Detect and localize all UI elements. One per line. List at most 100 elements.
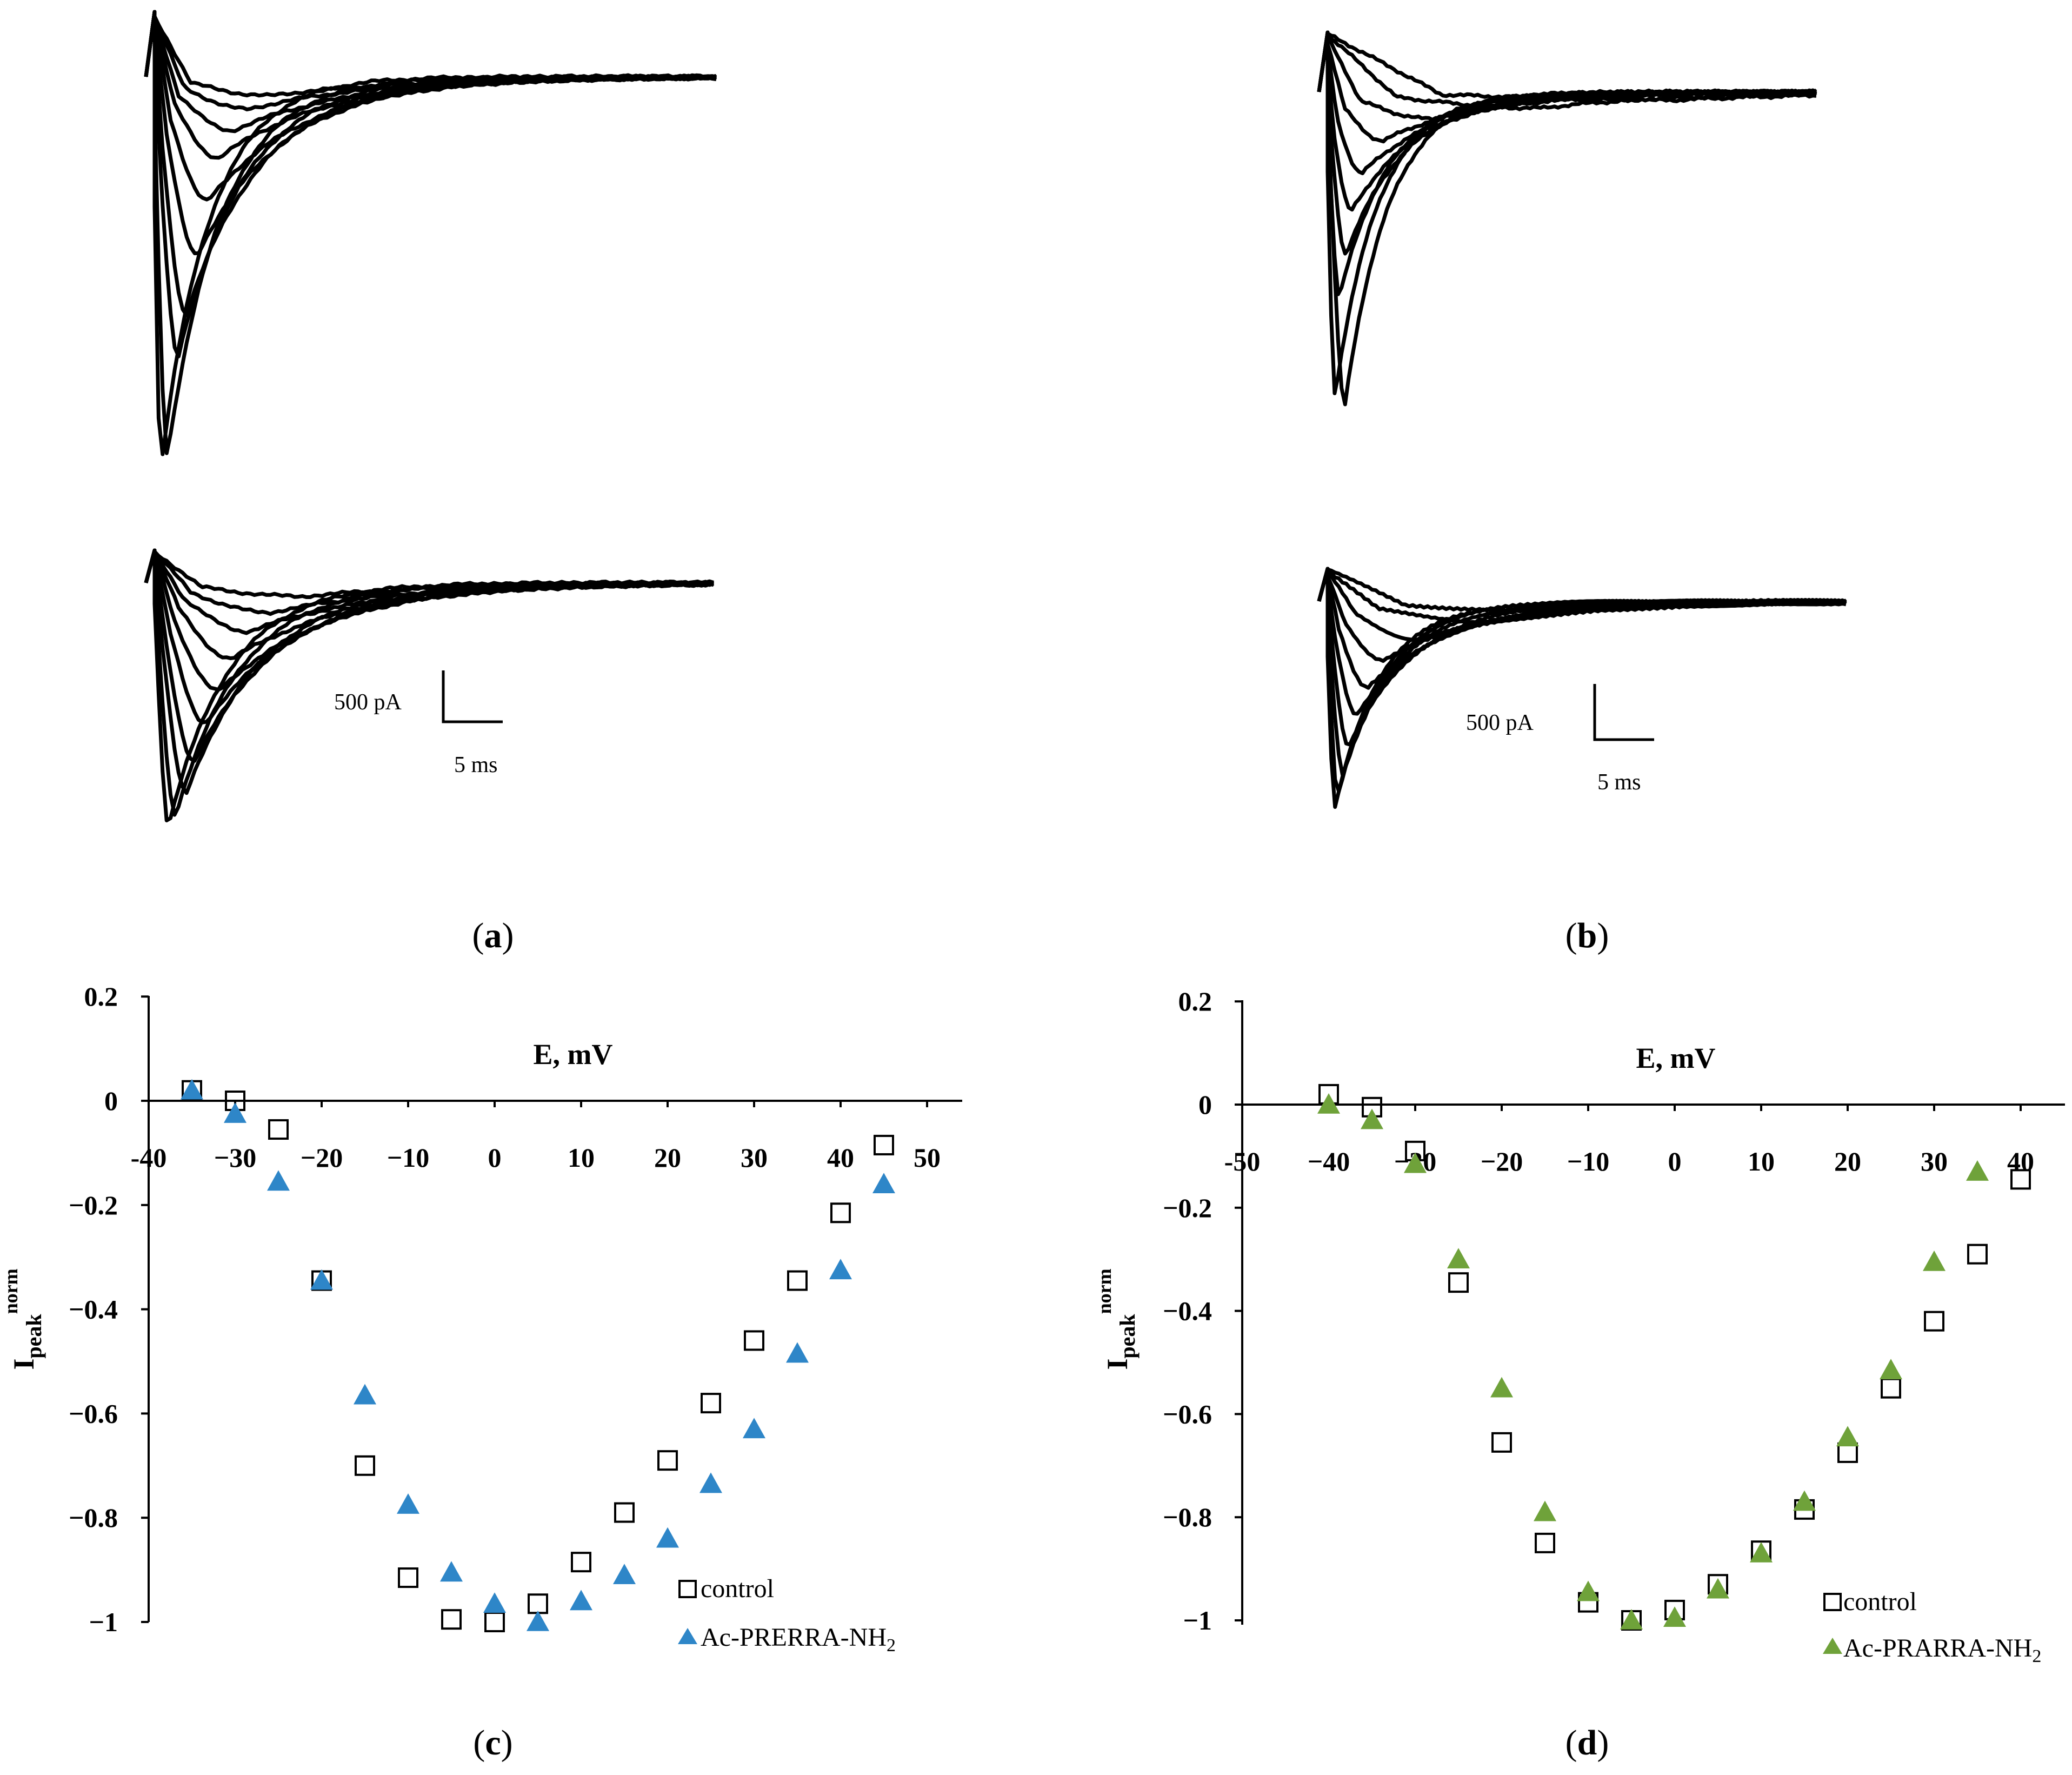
point-control — [874, 1134, 894, 1155]
point-peptide — [1966, 1160, 1989, 1181]
point-control — [744, 1330, 764, 1351]
point-peptide — [181, 1079, 203, 1100]
y-tick-label: −0.4 — [69, 1294, 118, 1325]
legend-c-peptide-marker — [678, 1628, 697, 1644]
point-peptide — [1750, 1541, 1773, 1563]
scale-bar-a-lines — [442, 670, 503, 723]
scale-bar-b-current-label: 500 pA — [1466, 710, 1534, 735]
point-peptide — [1404, 1152, 1427, 1173]
point-peptide — [1447, 1248, 1470, 1268]
y-tick-label: −0.8 — [69, 1503, 118, 1533]
y-tick-label: 0.2 — [84, 981, 118, 1012]
current-trace — [1317, 567, 1847, 716]
x-tick-label: −10 — [387, 1142, 430, 1173]
panel-label-d: (d) — [1565, 1723, 1609, 1763]
point-peptide — [1793, 1490, 1816, 1511]
point-peptide — [570, 1590, 592, 1611]
panel-a-top-trace-family — [144, 10, 717, 456]
y-tick-label: −0.8 — [1163, 1502, 1212, 1532]
point-control — [484, 1612, 505, 1632]
current-trace — [1317, 30, 1817, 175]
point-peptide — [613, 1564, 636, 1585]
y-tick-label: −0.4 — [1163, 1296, 1212, 1326]
current-trace — [1317, 30, 1817, 144]
scale-bar-a: 500 pA 5 ms — [334, 670, 503, 777]
point-peptide — [656, 1527, 679, 1548]
point-peptide — [397, 1493, 419, 1514]
y-tick-label: −0.6 — [69, 1398, 118, 1428]
point-peptide — [1490, 1377, 1513, 1398]
point-peptide — [699, 1472, 722, 1493]
y-tick-label: 0 — [104, 1086, 118, 1116]
legend-d-peptide-label: Ac-PRARRA-NH2 — [1843, 1634, 2041, 1666]
panel-a-traces: 500 pA 5 ms — [144, 10, 717, 822]
current-trace — [144, 10, 717, 317]
x-tick-label: 10 — [1748, 1146, 1775, 1176]
current-trace — [1317, 30, 1817, 395]
y-tick-label: −1 — [89, 1607, 118, 1637]
current-trace — [144, 548, 714, 599]
point-control — [441, 1609, 462, 1630]
x-tick-label: 10 — [568, 1142, 595, 1173]
point-peptide — [527, 1611, 549, 1631]
scale-bar-b: 500 pA 5 ms — [1466, 684, 1654, 795]
x-tick-label: 30 — [1921, 1146, 1948, 1176]
point-peptide — [354, 1384, 376, 1405]
point-control — [1881, 1378, 1901, 1399]
data-points-c — [181, 1079, 895, 1632]
y-tick-label: −0.6 — [1163, 1399, 1212, 1429]
current-trace — [1317, 567, 1847, 625]
y-tick-label: −0.2 — [1163, 1193, 1212, 1223]
scale-bar-b-lines — [1593, 684, 1654, 741]
x-tick-label: 20 — [654, 1142, 681, 1173]
x-tick-label: -50 — [1224, 1146, 1261, 1176]
point-peptide — [224, 1102, 246, 1123]
legend-d: control Ac-PRARRA-NH2 — [1823, 1587, 2041, 1666]
point-peptide — [267, 1170, 290, 1191]
point-control — [830, 1202, 851, 1224]
panel-b-bottom-trace-family — [1317, 567, 1847, 809]
point-control — [398, 1567, 418, 1588]
x-ticks-c: -40 −30 −20 −10 0 10 20 30 40 50 — [131, 1101, 941, 1173]
x-tick-label: −30 — [214, 1142, 257, 1173]
data-points-d — [1317, 1083, 2031, 1631]
x-tick-label: −20 — [301, 1142, 343, 1173]
panel-label-a: (a) — [472, 916, 514, 955]
point-peptide — [440, 1561, 463, 1582]
x-tick-label: 20 — [1834, 1146, 1861, 1176]
current-trace — [144, 548, 714, 660]
panel-a-bottom-trace-family — [144, 548, 715, 822]
y-ticks-c: 0.2 0 −0.2 −0.4 −0.6 −0.8 −1 — [69, 981, 149, 1637]
legend-d-peptide-marker — [1823, 1638, 1842, 1654]
point-peptide — [1707, 1578, 1729, 1599]
point-control — [1924, 1311, 1944, 1332]
current-trace — [144, 10, 717, 358]
x-tick-label: 0 — [1668, 1146, 1682, 1176]
iv-chart-c: 0.2 0 −0.2 −0.4 −0.6 −0.8 −1 -40 −30 −20 −10 0 10 20… — [0, 981, 962, 1656]
legend-c: control Ac-PRERRA-NH2 — [678, 1574, 896, 1656]
current-trace — [144, 10, 717, 456]
point-peptide — [483, 1592, 506, 1613]
point-peptide — [872, 1173, 895, 1194]
point-peptide — [310, 1269, 333, 1290]
legend-c-control-label: control — [701, 1574, 774, 1603]
point-control — [1967, 1244, 1988, 1265]
y-tick-label: 0 — [1198, 1089, 1212, 1120]
point-control — [2010, 1169, 2031, 1190]
x-tick-label: −20 — [1481, 1146, 1523, 1176]
x-tick-label: 0 — [488, 1142, 502, 1173]
point-peptide — [1577, 1580, 1600, 1601]
current-trace — [144, 10, 717, 134]
y-ticks-d: 0.2 0 −0.2 −0.4 −0.6 −0.8 −1 — [1163, 986, 1242, 1636]
point-peptide — [1361, 1108, 1383, 1129]
x-tick-label: 30 — [741, 1142, 768, 1173]
panel-b-top-trace-family — [1317, 30, 1817, 407]
current-trace — [1317, 30, 1817, 212]
point-peptide — [829, 1259, 852, 1280]
panel-label-b: (b) — [1565, 916, 1609, 955]
point-peptide — [1836, 1426, 1859, 1447]
point-control — [268, 1119, 289, 1140]
current-trace — [144, 548, 714, 822]
x-tick-label: 40 — [827, 1142, 854, 1173]
